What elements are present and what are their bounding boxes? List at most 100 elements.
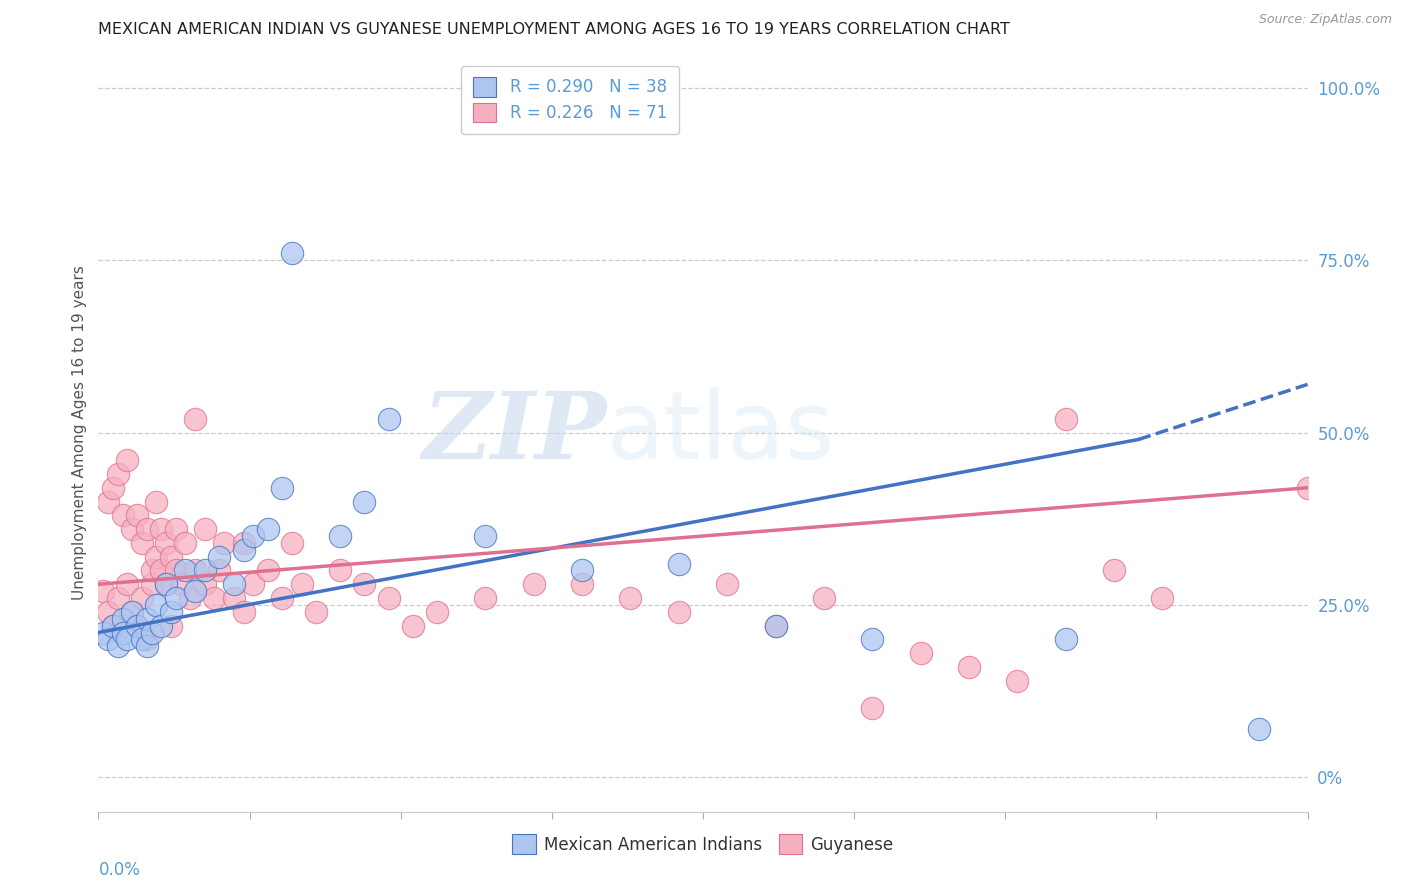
Point — [194, 522, 217, 536]
Point — [271, 481, 294, 495]
Point — [101, 618, 124, 632]
Point — [165, 522, 187, 536]
Point — [141, 564, 163, 578]
Legend: Mexican American Indians, Guyanese: Mexican American Indians, Guyanese — [506, 828, 900, 860]
Point — [1249, 722, 1271, 736]
Point — [194, 564, 217, 578]
Point — [194, 577, 217, 591]
Point — [101, 481, 124, 495]
Point — [1102, 564, 1125, 578]
Point — [571, 564, 593, 578]
Point — [204, 591, 226, 605]
Point — [127, 618, 149, 632]
Point — [1007, 673, 1029, 688]
Point — [426, 605, 449, 619]
Point — [91, 584, 114, 599]
Point — [121, 605, 143, 619]
Y-axis label: Unemployment Among Ages 16 to 19 years: Unemployment Among Ages 16 to 19 years — [72, 265, 87, 600]
Point — [131, 591, 153, 605]
Point — [232, 605, 254, 619]
Point — [121, 522, 143, 536]
Point — [131, 632, 153, 647]
Point — [111, 618, 134, 632]
Point — [329, 564, 352, 578]
Point — [184, 564, 207, 578]
Point — [329, 529, 352, 543]
Point — [571, 577, 593, 591]
Point — [135, 612, 157, 626]
Point — [208, 564, 231, 578]
Point — [131, 536, 153, 550]
Point — [165, 564, 187, 578]
Point — [174, 564, 197, 578]
Point — [281, 536, 304, 550]
Point — [860, 632, 883, 647]
Text: ZIP: ZIP — [422, 388, 606, 477]
Point — [305, 605, 328, 619]
Point — [165, 591, 187, 605]
Point — [765, 618, 787, 632]
Point — [716, 577, 738, 591]
Point — [127, 508, 149, 523]
Point — [179, 591, 201, 605]
Point — [150, 564, 173, 578]
Point — [212, 536, 235, 550]
Point — [271, 591, 294, 605]
Point — [145, 549, 167, 564]
Point — [222, 577, 245, 591]
Point — [101, 618, 124, 632]
Point — [765, 618, 787, 632]
Point — [145, 598, 167, 612]
Text: Source: ZipAtlas.com: Source: ZipAtlas.com — [1258, 13, 1392, 27]
Point — [135, 632, 157, 647]
Point — [91, 625, 114, 640]
Point — [377, 412, 399, 426]
Point — [160, 618, 183, 632]
Point — [1054, 632, 1077, 647]
Point — [523, 577, 546, 591]
Point — [160, 549, 183, 564]
Point — [668, 557, 690, 571]
Point — [97, 632, 120, 647]
Point — [141, 625, 163, 640]
Point — [232, 542, 254, 557]
Point — [242, 577, 264, 591]
Point — [256, 564, 278, 578]
Point — [107, 640, 129, 654]
Point — [117, 453, 139, 467]
Point — [150, 522, 173, 536]
Point — [232, 536, 254, 550]
Point — [127, 618, 149, 632]
Text: MEXICAN AMERICAN INDIAN VS GUYANESE UNEMPLOYMENT AMONG AGES 16 TO 19 YEARS CORRE: MEXICAN AMERICAN INDIAN VS GUYANESE UNEM… — [98, 22, 1011, 37]
Point — [353, 494, 375, 508]
Point — [474, 529, 496, 543]
Point — [813, 591, 835, 605]
Point — [1152, 591, 1174, 605]
Point — [141, 577, 163, 591]
Point — [184, 584, 207, 599]
Point — [290, 577, 312, 591]
Point — [111, 625, 134, 640]
Point — [117, 577, 139, 591]
Point — [668, 605, 690, 619]
Point — [1054, 412, 1077, 426]
Point — [377, 591, 399, 605]
Point — [97, 605, 120, 619]
Point — [208, 549, 231, 564]
Point — [150, 618, 173, 632]
Point — [474, 591, 496, 605]
Point — [107, 591, 129, 605]
Point — [111, 508, 134, 523]
Point — [97, 494, 120, 508]
Point — [174, 536, 197, 550]
Point — [353, 577, 375, 591]
Point — [169, 577, 191, 591]
Text: atlas: atlas — [606, 386, 835, 479]
Point — [160, 605, 183, 619]
Point — [222, 591, 245, 605]
Point — [242, 529, 264, 543]
Point — [184, 412, 207, 426]
Point — [619, 591, 641, 605]
Point — [256, 522, 278, 536]
Point — [957, 660, 980, 674]
